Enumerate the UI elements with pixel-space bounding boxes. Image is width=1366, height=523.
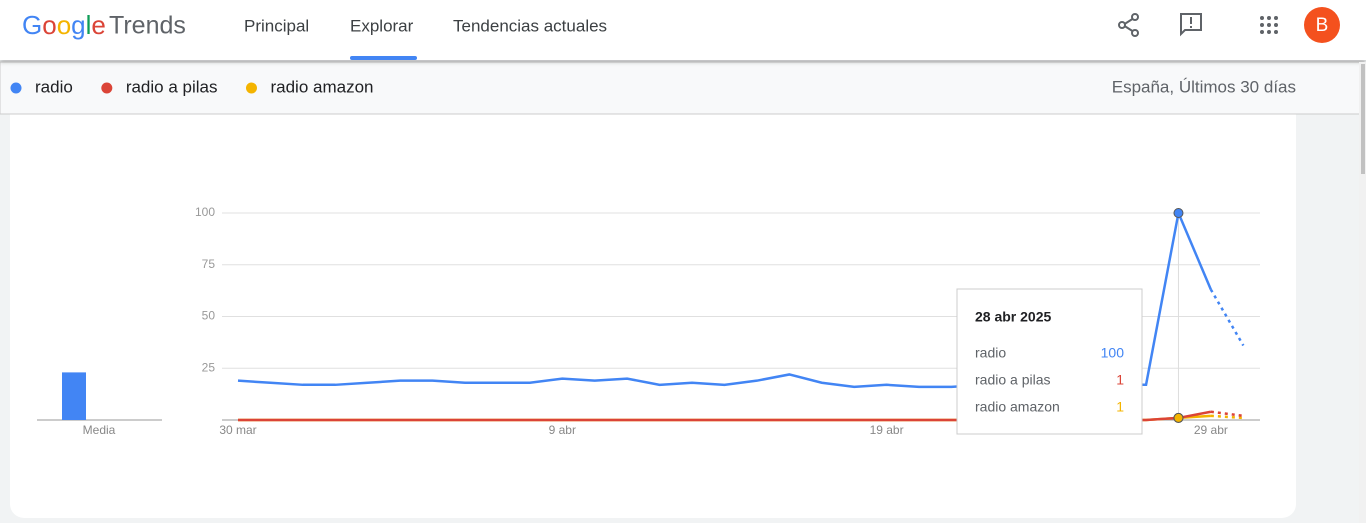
share-icon[interactable] <box>1118 13 1139 37</box>
tooltip-term: radio amazon <box>975 399 1060 415</box>
avatar[interactable] <box>1304 7 1340 43</box>
x-tick-label: 9 abr <box>549 423 576 437</box>
tooltip: 28 abr 2025 radio 100 radio a pilas 1 radio a… <box>956 288 1143 435</box>
scroll-thumb <box>1361 64 1365 174</box>
product-name[interactable]: Trends <box>109 12 186 40</box>
tooltip-box <box>956 288 1143 435</box>
feedback-icon[interactable] <box>1180 13 1202 37</box>
y-tick-label: 25 <box>202 360 216 374</box>
hover-point <box>1173 412 1184 423</box>
nav-active-indicator <box>350 56 417 60</box>
top-bar <box>0 0 1366 60</box>
legend-term[interactable]: radio amazon <box>270 77 373 96</box>
x-tick-label: 29 abr <box>1194 423 1228 437</box>
y-tick-label: 75 <box>202 257 216 271</box>
partial-line <box>1210 410 1244 418</box>
legend-term[interactable]: radio <box>35 77 73 96</box>
logo[interactable]: Google <box>22 10 106 40</box>
scrollbar <box>1359 62 1366 523</box>
legend-term[interactable]: radio a pilas <box>126 77 218 96</box>
hover-point <box>1173 208 1184 218</box>
legend-dot <box>245 82 257 94</box>
nav-item[interactable]: Explorar <box>350 16 414 35</box>
nav-item[interactable]: Principal <box>244 16 309 35</box>
average-bar <box>62 372 86 420</box>
bar-category: Media <box>83 423 116 437</box>
tooltip-term: radio <box>975 345 1006 361</box>
tooltip-value: 100 <box>1101 345 1125 361</box>
legend-dot <box>101 82 113 94</box>
y-tick-label: 100 <box>195 205 215 219</box>
y-tick-label: 50 <box>202 309 216 323</box>
legend-bar <box>0 61 1365 115</box>
tooltip-value: 1 <box>1116 372 1124 388</box>
x-tick-label: 19 abr <box>870 423 904 437</box>
tooltip-term: radio a pilas <box>975 372 1051 388</box>
x-tick-label: 30 mar <box>219 423 256 437</box>
partial-line <box>1210 414 1244 420</box>
region-period[interactable]: España, Últimos 30 días <box>1112 77 1296 96</box>
avatar-letter: B <box>1316 15 1329 36</box>
tooltip-value: 1 <box>1116 399 1124 415</box>
nav-item[interactable]: Tendencias actuales <box>453 16 607 35</box>
apps-icon[interactable] <box>1260 16 1278 34</box>
legend-dot <box>10 82 22 94</box>
tooltip-date: 28 abr 2025 <box>975 309 1051 325</box>
